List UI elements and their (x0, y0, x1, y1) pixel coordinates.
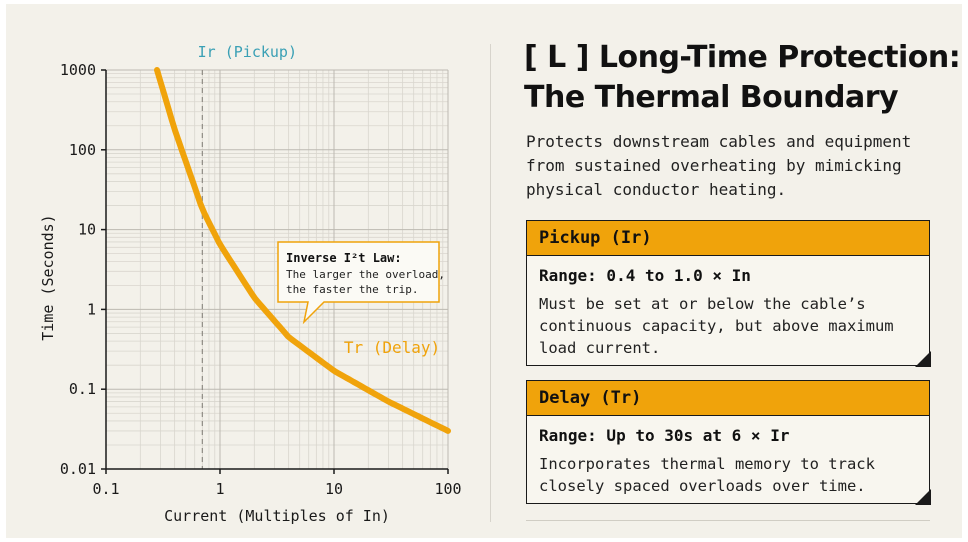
axes (105, 70, 448, 470)
card-fold-corner (914, 488, 931, 505)
axis-labels: Current (Multiples of In) Time (Seconds) (39, 214, 390, 525)
y-tick-label: 10 (78, 221, 96, 239)
slide: Ir (Pickup) 0.1 1 10 100 1000 100 10 1 0.1 0.01 T… (6, 4, 962, 538)
delay-card-body: Incorporates thermal memory to track clo… (527, 445, 929, 497)
x-tick-label: 100 (434, 480, 461, 498)
annotation-text-line: the faster the trip. (286, 283, 418, 296)
x-tick-label: 1 (215, 480, 224, 498)
delay-body-line-2: closely spaced overloads over time. (539, 477, 866, 495)
x-axis-label: Current (Multiples of In) (164, 507, 390, 525)
bottom-rule (526, 520, 930, 521)
y-tick-label: 100 (69, 141, 96, 159)
annotation-title: Inverse I²t Law: (286, 251, 402, 265)
y-tick-label: 1000 (60, 61, 96, 79)
panel-divider (490, 44, 491, 522)
y-tick-label: 1 (87, 300, 96, 318)
delay-card: Delay (Tr) Range: Up to 30s at 6 × Ir In… (526, 380, 931, 505)
time-current-chart: Ir (Pickup) 0.1 1 10 100 1000 100 10 1 0.1 0.01 T… (39, 43, 462, 525)
pickup-card-header: Pickup (Ir) (527, 221, 929, 256)
x-tick-label: 10 (325, 480, 343, 498)
pickup-body-line-3: load current. (539, 339, 661, 357)
pickup-card-body: Must be set at or below the cable’s cont… (527, 285, 929, 359)
description-line-2: from sustained overheating by mimicking (526, 156, 902, 175)
y-tick-label: 0.1 (69, 380, 96, 398)
delay-body-line-1: Incorporates thermal memory to track (539, 455, 875, 473)
card-fold-corner (914, 350, 931, 367)
annotation-callout-box (277, 241, 440, 325)
pickup-label: Ir (Pickup) (198, 43, 297, 61)
panel-description: Protects downstream cables and equipment… (526, 130, 946, 202)
panel-title-line-1: [ L ] Long-Time Protection: (524, 40, 961, 75)
annotation-group: Inverse I²t Law: The larger the overload,… (277, 241, 445, 325)
pickup-body-line-2: continuous capacity, but above maximum (539, 317, 894, 335)
y-axis-label: Time (Seconds) (39, 214, 57, 340)
panel-title: [ L ] Long-Time Protection: The Thermal … (524, 38, 961, 118)
description-line-1: Protects downstream cables and equipment (526, 132, 912, 151)
y-tick-label: 0.01 (60, 460, 96, 478)
delay-card-header: Delay (Tr) (527, 381, 929, 416)
description-line-3: physical conductor heating. (526, 180, 787, 199)
x-tick-label: 0.1 (92, 480, 119, 498)
series-group: Tr (Delay) (154, 67, 451, 434)
tick-labels: 0.1 1 10 100 1000 100 10 1 0.1 0.01 (60, 61, 462, 498)
panel-title-line-2: The Thermal Boundary (524, 80, 899, 115)
delay-card-range: Range: Up to 30s at 6 × Ir (539, 426, 790, 445)
series-label: Tr (Delay) (344, 338, 440, 357)
pickup-body-line-1: Must be set at or below the cable’s (539, 295, 866, 313)
annotation-text-line: The larger the overload, (286, 268, 445, 281)
pickup-card-range: Range: 0.4 to 1.0 × In (539, 266, 751, 285)
series-line-tr-delay (154, 67, 451, 434)
pickup-card: Pickup (Ir) Range: 0.4 to 1.0 × In Must … (526, 220, 931, 367)
pickup-group: Ir (Pickup) (198, 43, 297, 469)
